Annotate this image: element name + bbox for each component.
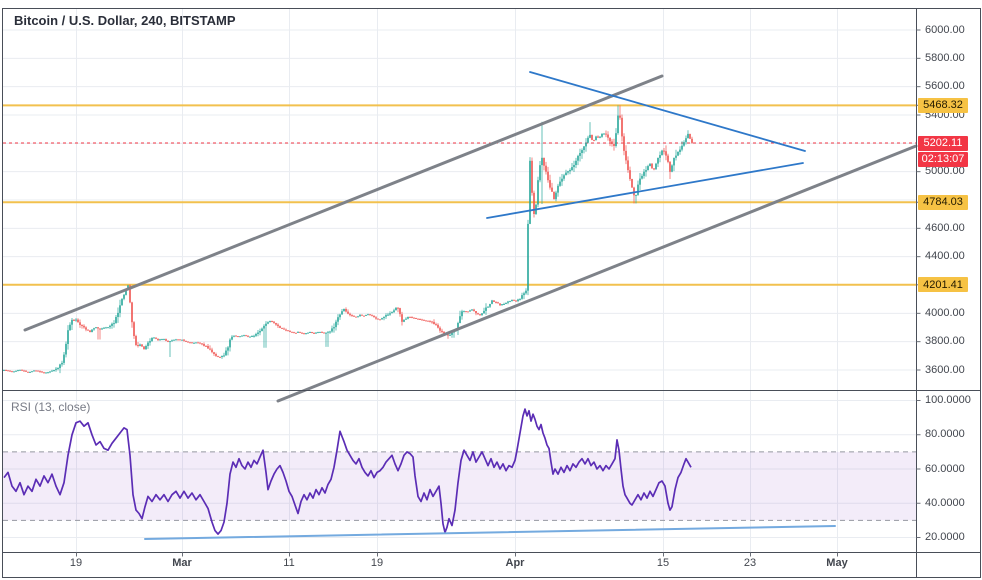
- candlestick-series: [3, 105, 693, 374]
- time-axis-label[interactable]: 11: [283, 557, 295, 569]
- rsi-indicator-label: RSI (13, close): [11, 400, 91, 414]
- time-axis-label[interactable]: May: [826, 557, 848, 569]
- blue-wedge-lower: [486, 162, 804, 219]
- symbol-title: Bitcoin / U.S. Dollar, 240, BITSTAMP: [14, 13, 236, 28]
- gray-channel-upper: [23, 74, 664, 332]
- price-axis-label: 5800.00: [925, 51, 965, 64]
- price-axis-label: 3800.00: [925, 335, 965, 348]
- rsi-axis-label: 40.0000: [925, 496, 965, 509]
- gray-channel-lower: [276, 144, 918, 403]
- time-axis-label[interactable]: 23: [743, 557, 757, 569]
- rsi-axis-label: 60.0000: [925, 462, 965, 475]
- price-level-badge[interactable]: 4201.41: [918, 277, 968, 293]
- time-axis-label[interactable]: Mar: [172, 557, 192, 569]
- price-axis-label: 6000.00: [925, 23, 965, 36]
- price-axis-label: 5000.00: [925, 165, 965, 178]
- widget-frame: [2, 8, 981, 578]
- price-level-badge[interactable]: 4784.03: [918, 194, 968, 210]
- price-axis-label: 5600.00: [925, 80, 965, 93]
- price-axis-label: 4600.00: [925, 221, 965, 234]
- rsi-axis-label: 80.0000: [925, 428, 965, 441]
- time-axis-label[interactable]: 15: [656, 557, 670, 569]
- time-axis-label[interactable]: 19: [370, 557, 384, 569]
- price-axis-label: 3600.00: [925, 363, 965, 376]
- rsi-support-blue: [144, 525, 836, 540]
- price-axis-label: 4400.00: [925, 250, 965, 263]
- time-axis-label[interactable]: 19: [69, 557, 83, 569]
- bar-countdown-badge: 02:13:07: [918, 151, 968, 167]
- time-axis-label[interactable]: Apr: [505, 557, 525, 569]
- price-level-badge[interactable]: 5468.32: [918, 97, 968, 113]
- rsi-band: [3, 451, 916, 521]
- last-price-badge: 5202.11: [918, 135, 968, 151]
- price-axis-label: 4000.00: [925, 306, 965, 319]
- rsi-axis-label: 100.0000: [925, 394, 971, 406]
- blue-wedge-upper: [529, 71, 806, 152]
- rsi-line: [3, 408, 692, 535]
- rsi-axis-label: 20.0000: [925, 531, 965, 543]
